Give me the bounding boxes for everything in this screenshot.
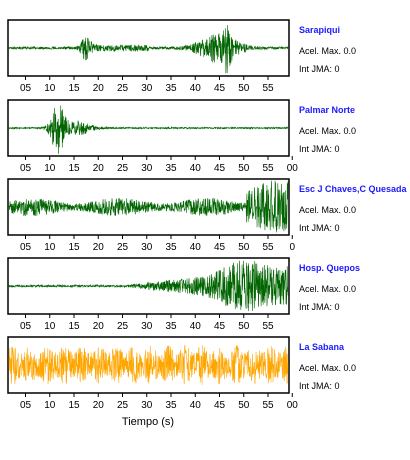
x-tick-label: 15 bbox=[68, 242, 80, 253]
x-tick-label: 15 bbox=[68, 83, 80, 94]
x-tick-label: 05 bbox=[20, 83, 32, 94]
x-tick-label: 30 bbox=[141, 242, 153, 253]
station-name: Esc J Chaves,C Quesada bbox=[299, 184, 408, 194]
station-panel: 05 10 15 20 25 30 35 40 45 50 55 00 Palmar Norte Acel… bbox=[7, 99, 356, 174]
x-tick-label: 20 bbox=[93, 163, 105, 174]
x-tick-label: 55 bbox=[262, 83, 274, 94]
x-tick-label: 20 bbox=[93, 400, 105, 411]
jma-intensity-label: Int JMA: 0 bbox=[299, 223, 340, 233]
x-tick-label: 25 bbox=[117, 242, 129, 253]
x-tick-label: 10 bbox=[44, 400, 56, 411]
station-name: La Sabana bbox=[299, 342, 345, 352]
x-tick-label: 15 bbox=[68, 321, 80, 332]
waveform-trace bbox=[8, 260, 289, 312]
x-tick-label: 50 bbox=[238, 321, 250, 332]
max-acceleration-label: Acel. Max. 0.0 bbox=[299, 126, 356, 136]
x-tick-label: 55 bbox=[262, 400, 274, 411]
x-tick-label: 50 bbox=[238, 242, 250, 253]
x-tick-label: 35 bbox=[165, 321, 177, 332]
x-tick-label: 30 bbox=[141, 400, 153, 411]
x-tick-label: 55 bbox=[262, 163, 274, 174]
x-tick-label: 25 bbox=[117, 321, 129, 332]
x-tick-label: 35 bbox=[165, 242, 177, 253]
jma-intensity-label: Int JMA: 0 bbox=[299, 144, 340, 154]
x-tick-label: 20 bbox=[93, 242, 105, 253]
x-tick-label: 35 bbox=[165, 163, 177, 174]
x-tick-label: 40 bbox=[190, 163, 202, 174]
x-tick-label: 00 bbox=[287, 400, 299, 411]
x-tick-label: 50 bbox=[238, 163, 250, 174]
x-tick-label: 05 bbox=[20, 163, 32, 174]
x-tick-label: 30 bbox=[141, 83, 153, 94]
station-panels: 05 10 15 20 25 30 35 40 45 50 55 Sarapiqui Acel. Max… bbox=[7, 19, 408, 411]
x-tick-label: 55 bbox=[262, 321, 274, 332]
plot-frame bbox=[7, 336, 290, 394]
station-name: Sarapiqui bbox=[299, 25, 340, 35]
x-tick-label: 25 bbox=[117, 400, 129, 411]
waveform-trace bbox=[8, 105, 289, 155]
plot-frame bbox=[7, 99, 290, 157]
x-tick-label: 20 bbox=[93, 83, 105, 94]
station-name: Palmar Norte bbox=[299, 105, 355, 115]
waveform-trace bbox=[8, 25, 289, 74]
x-tick-label: 25 bbox=[117, 163, 129, 174]
x-tick-label: 05 bbox=[20, 400, 32, 411]
station-panel: 05 10 15 20 25 30 35 40 45 50 55 Hosp. Quepos Acel. … bbox=[7, 257, 360, 332]
x-tick-label: 10 bbox=[44, 83, 56, 94]
x-tick-label: 45 bbox=[214, 242, 226, 253]
plot-frame bbox=[7, 19, 290, 77]
station-panel: 05 10 15 20 25 30 35 40 45 50 55 0 Esc J Chaves,C Qu… bbox=[7, 178, 408, 253]
x-tick-label: 40 bbox=[190, 242, 202, 253]
x-tick-label: 45 bbox=[214, 321, 226, 332]
x-tick-label: 10 bbox=[44, 163, 56, 174]
x-tick-label: 10 bbox=[44, 242, 56, 253]
x-axis-title: Tiempo (s) bbox=[122, 416, 174, 428]
station-panel: 05 10 15 20 25 30 35 40 45 50 55 Sarapiqui Acel. Max… bbox=[7, 19, 356, 94]
max-acceleration-label: Acel. Max. 0.0 bbox=[299, 363, 356, 373]
x-tick-label: 35 bbox=[165, 400, 177, 411]
x-tick-label: 50 bbox=[238, 83, 250, 94]
x-tick-label: 45 bbox=[214, 400, 226, 411]
jma-intensity-label: Int JMA: 0 bbox=[299, 381, 340, 391]
waveform-trace bbox=[8, 344, 289, 385]
waveform-trace bbox=[8, 180, 289, 233]
station-name: Hosp. Quepos bbox=[299, 263, 360, 273]
station-panel: 05 10 15 20 25 30 35 40 45 50 55 00 La Sabana Acel. M… bbox=[7, 336, 356, 411]
x-tick-label: 40 bbox=[190, 321, 202, 332]
x-tick-label: 45 bbox=[214, 163, 226, 174]
plot-frame bbox=[7, 257, 290, 315]
max-acceleration-label: Acel. Max. 0.0 bbox=[299, 284, 356, 294]
x-tick-label: 50 bbox=[238, 400, 250, 411]
x-tick-label: 30 bbox=[141, 163, 153, 174]
jma-intensity-label: Int JMA: 0 bbox=[299, 64, 340, 74]
x-tick-label: 0 bbox=[289, 242, 295, 253]
jma-intensity-label: Int JMA: 0 bbox=[299, 302, 340, 312]
x-tick-label: 00 bbox=[287, 163, 299, 174]
max-acceleration-label: Acel. Max. 0.0 bbox=[299, 46, 356, 56]
x-tick-label: 20 bbox=[93, 321, 105, 332]
x-tick-label: 15 bbox=[68, 400, 80, 411]
x-tick-label: 40 bbox=[190, 83, 202, 94]
x-tick-label: 45 bbox=[214, 83, 226, 94]
x-tick-label: 15 bbox=[68, 163, 80, 174]
x-tick-label: 30 bbox=[141, 321, 153, 332]
x-tick-label: 25 bbox=[117, 83, 129, 94]
plot-frame bbox=[7, 178, 290, 236]
x-tick-label: 40 bbox=[190, 400, 202, 411]
x-tick-label: 05 bbox=[20, 321, 32, 332]
x-tick-label: 35 bbox=[165, 83, 177, 94]
x-tick-label: 55 bbox=[262, 242, 274, 253]
x-tick-label: 10 bbox=[44, 321, 56, 332]
x-tick-label: 05 bbox=[20, 242, 32, 253]
max-acceleration-label: Acel. Max. 0.0 bbox=[299, 205, 356, 215]
